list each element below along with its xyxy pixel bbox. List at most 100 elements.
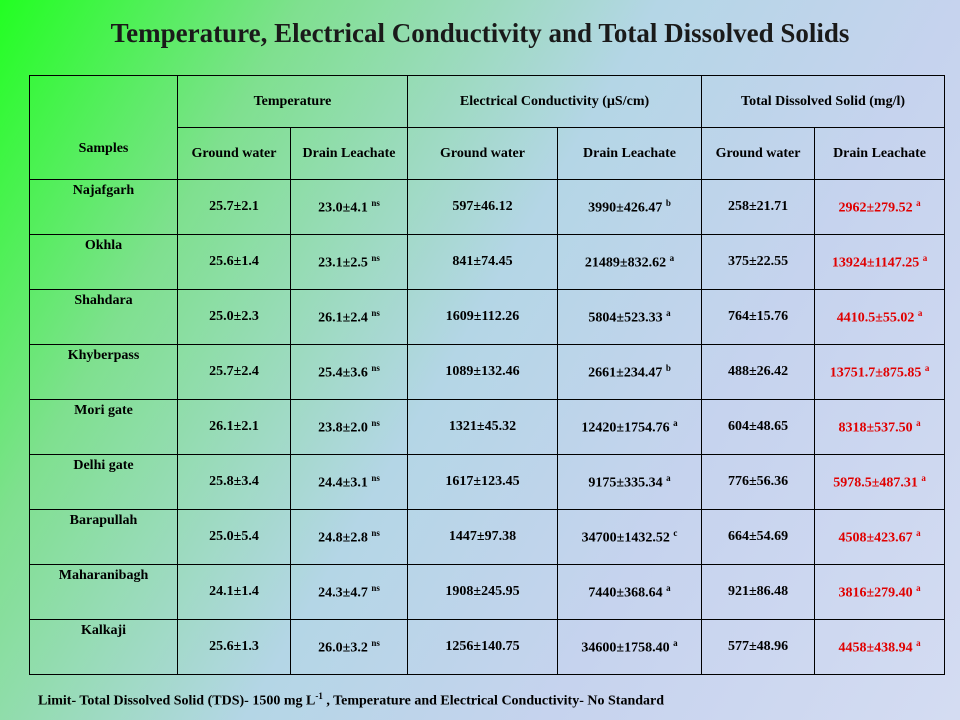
footnote-text-end: , Temperature and Electrical Conductivit… (322, 693, 665, 709)
tds-drain-leachate-cell: 4458±438.94 a (814, 619, 946, 675)
tds-groundwater-cell: 764±15.76 (701, 289, 816, 345)
significance-superscript: a (673, 637, 678, 648)
cell-value: 26.0±3.2 (318, 640, 368, 656)
ec-drain-leachate-cell: 34600±1758.40 a (557, 619, 703, 675)
cell-value: 7440±368.64 (588, 585, 663, 601)
cell-value: 1609±112.26 (445, 309, 520, 324)
significance-superscript: ns (371, 362, 380, 373)
significance-superscript: ns (371, 582, 380, 593)
significance-superscript: a (673, 417, 678, 428)
cell-value: 25.6±1.4 (209, 254, 259, 269)
sample-name-cell: Okhla (29, 234, 178, 290)
ec-drain-leachate-cell: 21489±832.62 a (557, 234, 703, 290)
ec-groundwater-header: Ground water (407, 127, 559, 180)
sample-name-cell: Najafgarh (29, 179, 178, 235)
cell-value: 13751.7±875.85 (829, 365, 922, 381)
cell-value: 1908±245.95 (445, 584, 520, 599)
cell-value: 9175±335.34 (588, 475, 663, 491)
temp-groundwater-header: Ground water (177, 127, 291, 180)
cell-value: 24.1±1.4 (209, 584, 259, 599)
significance-superscript: a (921, 472, 926, 483)
temp-groundwater-cell: 26.1±2.1 (177, 399, 291, 455)
tds-groundwater-cell: 258±21.71 (701, 179, 816, 235)
cell-value: 25.7±2.4 (209, 364, 259, 379)
significance-superscript: ns (371, 307, 380, 318)
ec-groundwater-cell: 1609±112.26 (407, 289, 559, 345)
tds-drain-leachate-cell: 4508±423.67 a (814, 509, 946, 565)
cell-value: 25.4±3.6 (318, 365, 368, 381)
tds-drain-leachate-cell: 2962±279.52 a (814, 179, 946, 235)
tds-groundwater-cell: 577±48.96 (701, 619, 816, 675)
tds-drain-leachate-cell: 3816±279.40 a (814, 564, 946, 620)
significance-superscript: ns (371, 252, 380, 263)
cell-value: 2962±279.52 (838, 200, 913, 216)
cell-value: 12420±1754.76 (581, 420, 670, 436)
cell-value: 34700±1432.52 (581, 530, 670, 546)
cell-value: 3816±279.40 (838, 585, 913, 601)
cell-value: 24.8±2.8 (318, 530, 368, 546)
cell-value: 577±48.96 (727, 639, 789, 654)
significance-superscript: a (666, 582, 671, 593)
temp-drain-leachate-cell: 23.1±2.5 ns (289, 234, 409, 290)
cell-value: 25.7±2.1 (209, 199, 259, 214)
group-header-row: Samples Temperature Electrical Conductiv… (29, 75, 946, 180)
significance-superscript: a (666, 307, 671, 318)
significance-superscript: ns (371, 417, 380, 428)
tds-drain-leachate-cell: 13924±1147.25 a (814, 234, 946, 290)
temp-drain-leachate-cell: 26.0±3.2 ns (289, 619, 409, 675)
cell-value: 4410.5±55.02 (836, 310, 915, 326)
cell-value: 604±48.65 (727, 419, 789, 434)
sample-name-cell: Khyberpass (29, 344, 178, 400)
table-body: Najafgarh 25.7±2.1 23.0±4.1 ns 597±46.12 399… (29, 179, 946, 675)
temp-drain-leachate-cell: 24.8±2.8 ns (289, 509, 409, 565)
cell-value: 13924±1147.25 (831, 255, 920, 271)
significance-superscript: c (673, 527, 678, 538)
significance-superscript: a (924, 362, 930, 373)
table-row: Kalkaji 25.6±1.3 26.0±3.2 ns 1256±140.75 346… (29, 619, 946, 675)
cell-value: 841±74.45 (452, 254, 513, 269)
temp-groundwater-cell: 24.1±1.4 (177, 564, 291, 620)
significance-superscript: a (916, 637, 921, 648)
cell-value: 24.3±4.7 (318, 585, 368, 601)
sample-name-cell: Shahdara (29, 289, 178, 345)
significance-superscript: ns (371, 637, 380, 648)
cell-value: 26.1±2.1 (209, 419, 259, 434)
significance-superscript: a (916, 197, 921, 208)
temp-drain-leachate-cell: 25.4±3.6 ns (289, 344, 409, 400)
temp-groundwater-cell: 25.0±2.3 (177, 289, 291, 345)
cell-value: 921±86.48 (727, 584, 789, 599)
cell-value: 1256±140.75 (445, 639, 520, 654)
temp-groundwater-cell: 25.8±3.4 (177, 454, 291, 510)
table-row: Barapullah 25.0±5.4 24.8±2.8 ns 1447±97.38 3… (29, 509, 946, 565)
ec-drain-leachate-cell: 12420±1754.76 a (557, 399, 703, 455)
cell-value: 597±46.12 (452, 199, 513, 214)
significance-superscript: b (665, 197, 671, 208)
cell-value: 25.6±1.3 (209, 639, 259, 654)
significance-superscript: a (916, 417, 921, 428)
ec-groundwater-cell: 1617±123.45 (407, 454, 559, 510)
ec-header: Electrical Conductivity (µS/cm) (407, 75, 703, 128)
table-row: Delhi gate 25.8±3.4 24.4±3.1 ns 1617±123.45… (29, 454, 946, 510)
significance-superscript: b (665, 362, 671, 373)
ec-groundwater-cell: 1447±97.38 (407, 509, 559, 565)
temperature-header: Temperature (176, 75, 409, 128)
cell-value: 764±15.76 (727, 309, 789, 324)
temp-groundwater-cell: 25.7±2.4 (177, 344, 291, 400)
ec-groundwater-cell: 1908±245.95 (407, 564, 559, 620)
tds-groundwater-cell: 488±26.42 (701, 344, 816, 400)
results-table: Samples Temperature Electrical Conductiv… (29, 75, 946, 675)
cell-value: 25.8±3.4 (209, 474, 259, 489)
cell-value: 1089±132.46 (445, 364, 520, 379)
cell-value: 26.1±2.4 (318, 310, 368, 326)
tds-groundwater-cell: 921±86.48 (701, 564, 816, 620)
cell-value: 3990±426.47 (588, 200, 663, 216)
temp-groundwater-cell: 25.6±1.3 (177, 619, 291, 675)
footnote-unit-exponent: -1 (315, 691, 323, 701)
cell-value: 23.8±2.0 (318, 420, 368, 436)
cell-value: 1617±123.45 (445, 474, 520, 489)
sample-name-cell: Barapullah (29, 509, 178, 565)
cell-value: 1321±45.32 (448, 419, 517, 434)
cell-value: 8318±537.50 (838, 420, 913, 436)
table-row: Khyberpass 25.7±2.4 25.4±3.6 ns 1089±132.46… (29, 344, 946, 400)
cell-value: 21489±832.62 (584, 255, 667, 271)
